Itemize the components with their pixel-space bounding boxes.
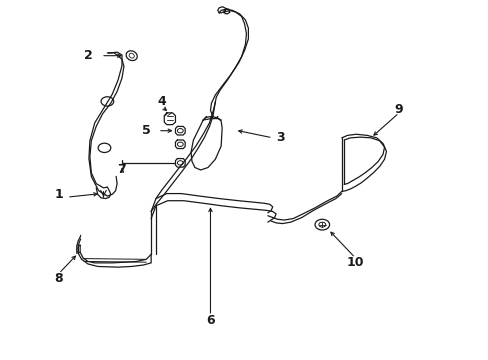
- Text: 5: 5: [142, 124, 150, 137]
- Text: 2: 2: [83, 49, 92, 62]
- Text: 7: 7: [117, 163, 126, 176]
- Text: 9: 9: [394, 103, 403, 116]
- Text: 10: 10: [346, 256, 364, 269]
- Text: 6: 6: [206, 314, 214, 327]
- Text: 3: 3: [276, 131, 285, 144]
- Text: 1: 1: [54, 188, 63, 201]
- Text: 4: 4: [157, 95, 166, 108]
- Text: 8: 8: [54, 272, 63, 285]
